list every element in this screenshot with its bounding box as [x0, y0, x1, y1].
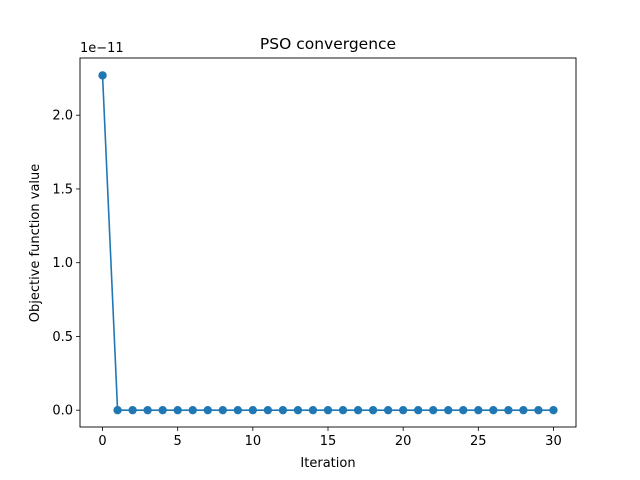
data-point: [173, 405, 182, 415]
data-point: [323, 405, 333, 415]
data-point: [233, 405, 243, 415]
x-tick-label: 0: [98, 434, 106, 449]
data-point: [504, 405, 513, 415]
data-point: [308, 405, 318, 415]
data-point: [474, 405, 483, 415]
y-tick-label: 0.5: [52, 330, 73, 345]
data-point: [188, 405, 197, 415]
data-point: [489, 405, 498, 415]
y-offset-label: 1e−11: [80, 41, 124, 56]
data-point: [398, 405, 408, 415]
x-tick-label: 30: [545, 434, 562, 449]
data-point: [519, 405, 528, 415]
data-point: [353, 405, 363, 415]
data-point: [534, 405, 543, 415]
chart-title: PSO convergence: [260, 35, 396, 53]
data-point: [263, 405, 273, 415]
axes-frame: [79, 57, 577, 428]
data-point: [338, 405, 348, 415]
data-point: [459, 405, 468, 415]
x-tick-label: 10: [245, 434, 262, 449]
data-point: [143, 405, 152, 415]
data-point: [429, 405, 438, 415]
y-tick-label: 1.0: [52, 256, 73, 271]
data-point: [128, 405, 137, 415]
y-tick-label: 0.0: [52, 404, 73, 419]
x-tick-label: 5: [174, 434, 182, 449]
data-point: [413, 405, 423, 415]
data-point: [293, 405, 303, 415]
data-point: [98, 71, 107, 80]
data-point: [113, 405, 122, 415]
data-point: [549, 405, 558, 415]
y-axis-label: Objective function value: [28, 164, 43, 323]
data-point: [444, 405, 453, 415]
data-point: [278, 405, 288, 415]
data-point: [383, 405, 393, 415]
x-tick-label: 25: [470, 434, 487, 449]
data-point: [218, 405, 227, 415]
x-axis-label: Iteration: [300, 456, 355, 471]
data-point: [248, 405, 258, 415]
y-tick-label: 2.0: [52, 109, 73, 124]
y-tick-label: 1.5: [52, 182, 73, 197]
x-tick-label: 20: [395, 434, 412, 449]
data-point: [203, 405, 212, 415]
x-tick-label: 15: [320, 434, 337, 449]
plot-area: 0 5 10 15 20 25 30 0.0 0.5 1.0 1.5 2.0: [52, 57, 577, 449]
data-point: [158, 405, 167, 415]
data-point: [368, 405, 378, 415]
